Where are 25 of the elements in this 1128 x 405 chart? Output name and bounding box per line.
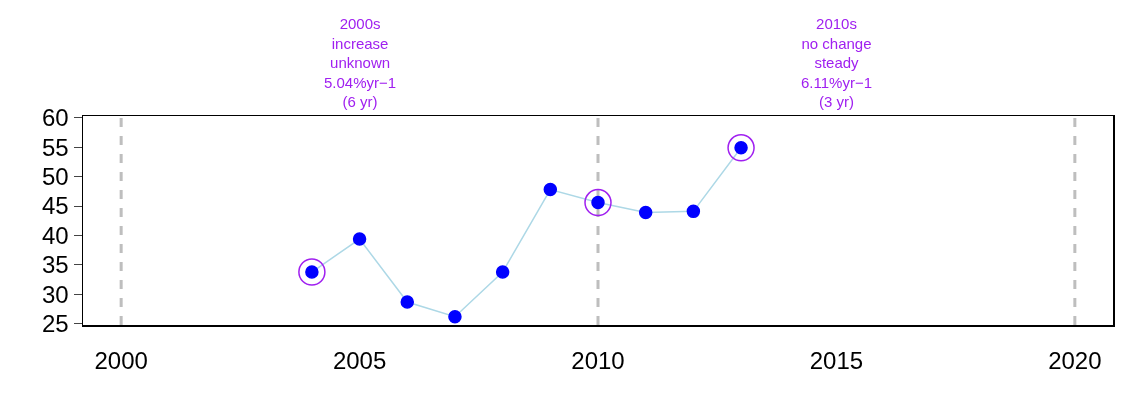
y-tick-label: 40 [42, 221, 69, 249]
y-tick-label: 25 [42, 310, 69, 338]
x-tick-label: 2020 [1048, 347, 1102, 375]
y-tick-label: 60 [42, 104, 69, 132]
y-tick-label: 55 [42, 133, 69, 161]
point [543, 182, 558, 197]
x-tick-label: 2000 [94, 347, 148, 375]
point [400, 295, 415, 309]
point [584, 188, 612, 217]
point [638, 205, 653, 220]
text: 2000s increase unknown 5.04%yr−1 (6 yr) [324, 15, 397, 110]
point [495, 265, 510, 279]
point [448, 310, 462, 324]
point [727, 134, 755, 162]
y-tick-label: 45 [42, 192, 69, 220]
text: 2010s no change steady 6.11%yr−1 (3 yr) [801, 15, 873, 110]
y-tick-label: 30 [42, 280, 69, 308]
point [686, 204, 701, 219]
y-tick-label: 50 [42, 163, 69, 191]
x-tick-label: 2005 [332, 347, 387, 375]
point [352, 232, 367, 246]
y-tick-label: 35 [42, 251, 69, 279]
point [298, 258, 326, 286]
x-tick-label: 2015 [809, 347, 864, 375]
x-tick-label: 2010 [571, 347, 625, 375]
